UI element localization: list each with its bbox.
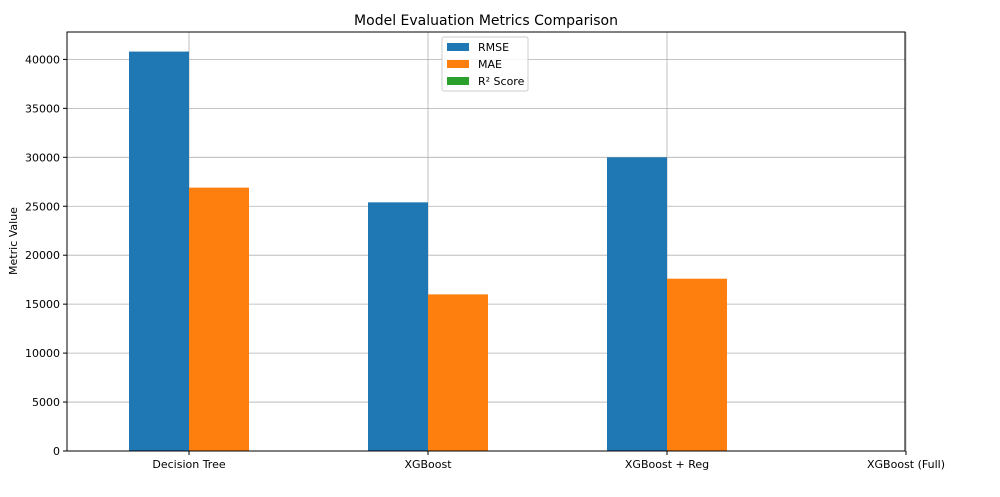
y-tick-label: 40000 xyxy=(25,53,60,66)
legend: RMSE MAE R² Score xyxy=(441,36,529,92)
plot-frame xyxy=(66,31,906,452)
bar-rmse xyxy=(368,202,428,451)
y-tick-label: 25000 xyxy=(25,200,60,213)
x-tick-label: Decision Tree xyxy=(152,458,225,471)
y-tick-label: 30000 xyxy=(25,151,60,164)
legend-swatch xyxy=(447,77,469,85)
legend-label: MAE xyxy=(478,58,502,71)
legend-swatch xyxy=(447,43,469,51)
bar-mae xyxy=(189,187,249,451)
y-ticks: 0 5000 10000 15000 20000 25000 30000 35000 40000 xyxy=(25,53,67,458)
chart-title: Model Evaluation Metrics Comparison xyxy=(354,13,618,29)
legend-swatch xyxy=(447,60,469,68)
y-tick-label: 20000 xyxy=(25,249,60,262)
x-tick-label: XGBoost + Reg xyxy=(625,458,709,471)
bar-mae xyxy=(667,278,727,451)
y-axis-label: Metric Value xyxy=(7,207,20,275)
x-tick-label: XGBoost xyxy=(404,458,452,471)
y-tick-label: 15000 xyxy=(25,298,60,311)
bar-mae xyxy=(428,294,488,451)
y-tick-label: 35000 xyxy=(25,102,60,115)
bars xyxy=(129,51,787,452)
legend-label: RMSE xyxy=(478,41,509,54)
y-tick-label: 0 xyxy=(53,445,60,458)
y-tick-label: 5000 xyxy=(32,396,60,409)
bar-rmse xyxy=(607,157,667,451)
legend-label: R² Score xyxy=(478,75,525,88)
x-tick-label: XGBoost (Full) xyxy=(867,458,945,471)
x-ticks: Decision Tree XGBoost XGBoost + Reg XGBoost… xyxy=(152,451,945,471)
y-tick-label: 10000 xyxy=(25,347,60,360)
bar-rmse xyxy=(129,51,189,452)
